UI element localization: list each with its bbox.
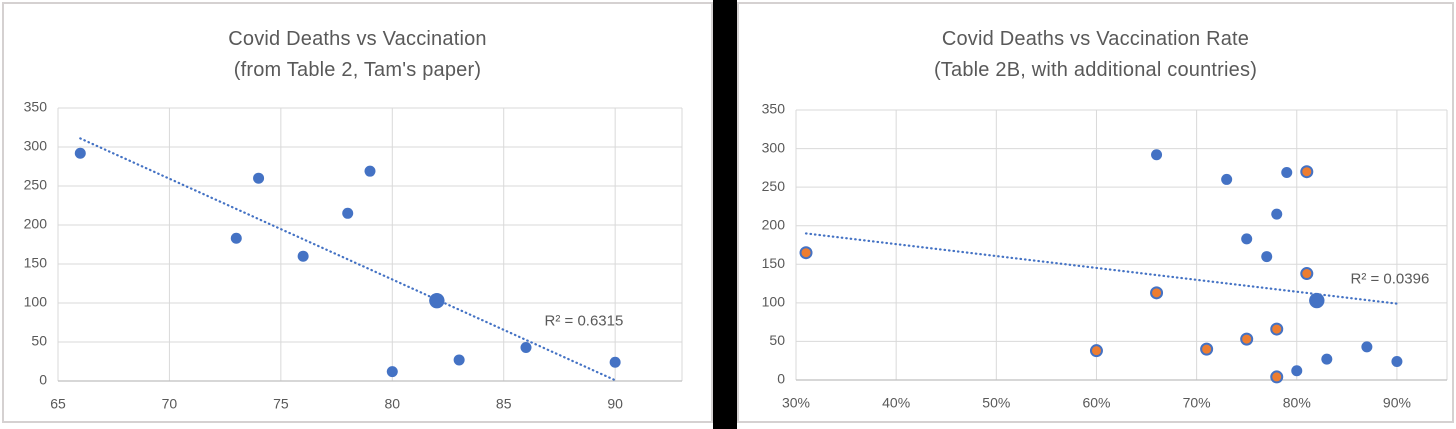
data-point	[609, 356, 621, 368]
data-point	[230, 232, 242, 244]
r2-label: R² = 0.0396	[1351, 271, 1430, 288]
data-point	[364, 165, 376, 177]
r2-label: R² = 0.6315	[545, 313, 624, 330]
x-axis-tick-label: 90	[607, 396, 623, 412]
data-point	[1089, 344, 1103, 358]
scatter-plot-left: R² = 0.6315 65 70 75 80 85 90 0 50 100 150 200 250 30…	[24, 99, 683, 412]
y-axis-tick-label: 200	[24, 216, 48, 232]
chart-title-line1: Covid Deaths vs Vaccination	[228, 28, 487, 50]
data-point	[520, 341, 532, 353]
data-point	[1271, 208, 1283, 220]
data-point	[453, 354, 465, 366]
data-point	[429, 292, 445, 309]
y-axis-tick-label: 200	[762, 216, 786, 232]
scatter-plot-right: R² = 0.0396 30% 40% 50% 60% 70% 80% 90% 0 50 100 15…	[762, 101, 1448, 411]
data-point	[1391, 355, 1403, 367]
x-axis-tick-label: 70	[162, 396, 178, 412]
data-point	[1151, 149, 1163, 161]
x-axis-tick-label: 90%	[1383, 395, 1411, 411]
data-point	[1361, 341, 1373, 353]
data-point	[253, 172, 265, 184]
data-point	[342, 207, 354, 219]
y-axis-tick-label: 300	[24, 138, 48, 154]
data-point	[1241, 233, 1253, 245]
trendline	[804, 232, 1399, 305]
x-axis-tick-label: 65	[50, 396, 66, 412]
data-point	[1300, 267, 1314, 281]
x-axis-tick-label: 80	[384, 396, 400, 412]
y-axis-tick-label: 0	[777, 371, 785, 387]
y-axis-tick-label: 150	[24, 255, 48, 271]
y-axis-tick-label: 250	[24, 177, 48, 193]
y-axis-tick-label: 0	[39, 372, 47, 388]
data-point	[1261, 251, 1273, 263]
chart-panel-right: Covid Deaths vs Vaccination Rate (Table …	[737, 2, 1454, 423]
data-point	[1221, 173, 1233, 185]
y-axis-tick-label: 100	[762, 294, 786, 310]
chart-title-line2: (from Table 2, Tam's paper)	[233, 59, 482, 81]
data-point	[386, 366, 398, 378]
chart-title-left: Covid Deaths vs Vaccination (from Table …	[4, 24, 711, 86]
x-axis-tick-label: 80%	[1283, 395, 1311, 411]
x-axis-tick-label: 60%	[1082, 395, 1110, 411]
panel-divider	[713, 0, 737, 429]
y-axis-tick-label: 50	[769, 332, 785, 348]
y-axis-tick-label: 350	[762, 101, 786, 117]
y-axis-tick-label: 150	[762, 255, 786, 271]
x-axis-tick-label: 70%	[1183, 395, 1211, 411]
x-axis-tick-label: 85	[496, 396, 512, 412]
trendline	[79, 137, 617, 382]
y-axis-tick-label: 350	[24, 99, 48, 115]
data-point	[1300, 165, 1314, 179]
data-point	[1240, 332, 1254, 346]
y-axis-tick-label: 100	[24, 294, 48, 310]
data-point	[74, 147, 86, 159]
x-axis-tick-label: 50%	[982, 395, 1010, 411]
data-point	[1150, 286, 1164, 300]
data-point	[1281, 166, 1293, 178]
chart-title-line2: (Table 2B, with additional countries)	[933, 59, 1258, 81]
y-axis-tick-label: 250	[762, 178, 786, 194]
data-point	[1309, 292, 1325, 309]
data-point	[1291, 365, 1303, 377]
data-point	[1270, 370, 1284, 384]
data-point	[1321, 353, 1333, 365]
data-point	[799, 246, 813, 260]
y-axis-tick-label: 50	[31, 333, 47, 349]
data-point	[1200, 342, 1214, 356]
x-axis-tick-label: 75	[273, 396, 289, 412]
y-axis-tick-label: 300	[762, 139, 786, 155]
x-axis-tick-label: 30%	[782, 395, 810, 411]
data-point	[1270, 322, 1284, 336]
chart-title-line1: Covid Deaths vs Vaccination Rate	[941, 28, 1250, 50]
chart-title-right: Covid Deaths vs Vaccination Rate (Table …	[739, 24, 1452, 86]
data-point	[297, 250, 309, 262]
chart-panel-left: Covid Deaths vs Vaccination (from Table …	[2, 2, 713, 423]
x-axis-tick-label: 40%	[882, 395, 910, 411]
